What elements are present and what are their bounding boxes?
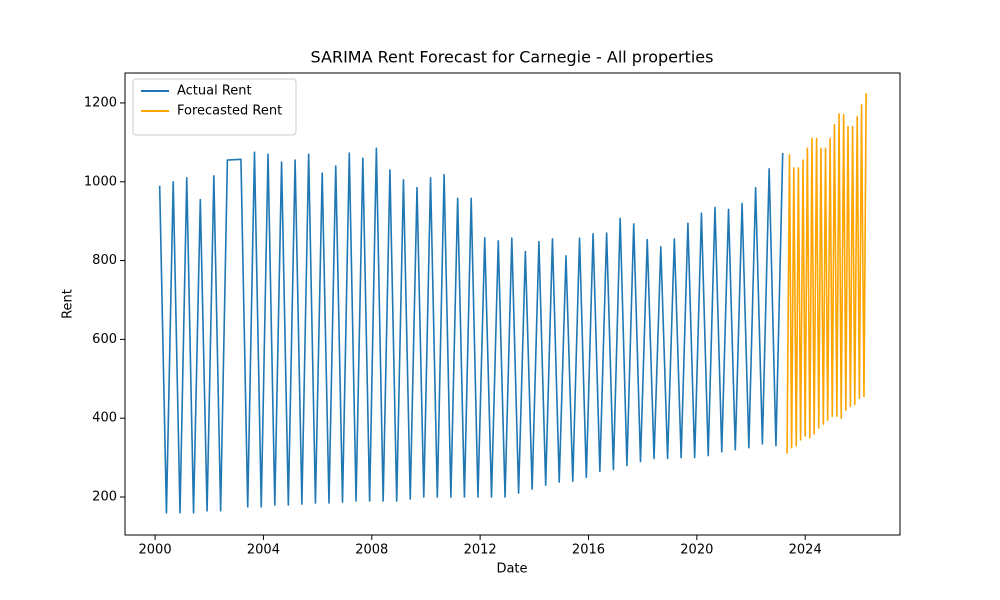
legend-label: Forecasted Rent [177,104,282,119]
y-axis-label: Rent [61,289,76,319]
y-tick-label: 1000 [84,174,117,189]
y-tick-label: 800 [92,253,117,268]
x-tick-label: 2008 [355,543,388,558]
legend: Actual Rent Forecasted Rent [132,78,297,136]
line-series [158,147,784,514]
plot-frame [124,72,901,536]
x-tick-label: 2020 [680,543,713,558]
legend-box [132,78,297,136]
x-tick-label: 2004 [247,543,280,558]
y-tick-label: 1200 [84,95,117,110]
y-tick-label: 600 [92,332,117,347]
y-tick-label: 400 [92,411,117,426]
x-tick-label: 2016 [572,543,605,558]
line-series [786,93,867,454]
x-tick-label: 2000 [139,543,172,558]
x-axis-label: Date [496,562,527,577]
x-tick-label: 2012 [464,543,497,558]
y-tick-label: 200 [92,490,117,505]
chart-title: SARIMA Rent Forecast for Carnegie - All … [311,48,714,67]
x-tick-label: 2024 [789,543,822,558]
legend-label: Actual Rent [177,84,252,99]
